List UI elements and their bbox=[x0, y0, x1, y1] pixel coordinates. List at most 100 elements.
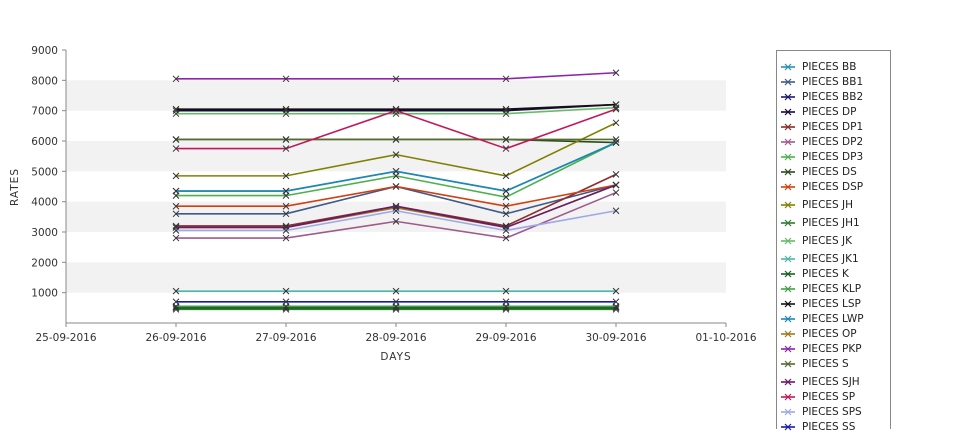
grid-band bbox=[66, 80, 726, 111]
data-point bbox=[502, 75, 510, 83]
legend-marker bbox=[781, 76, 795, 88]
data-point bbox=[172, 75, 180, 83]
legend-label: PIECES DP1 bbox=[802, 120, 864, 133]
legend-label: PIECES LWP bbox=[802, 312, 864, 325]
legend-marker bbox=[781, 217, 795, 229]
data-point bbox=[172, 227, 180, 234]
data-point bbox=[172, 145, 180, 152]
data-point bbox=[392, 207, 400, 215]
legend-item: PIECES KLP bbox=[781, 281, 861, 296]
legend-item: PIECES JH1 bbox=[781, 215, 860, 230]
x-ticks: 25-09-2016 26-09-2016 27-09-2016 28-09-2016… bbox=[35, 323, 757, 344]
legend-item: PIECES JK bbox=[781, 233, 852, 248]
legend-label: PIECES JK1 bbox=[802, 252, 859, 265]
x-tick-label: 26-09-2016 bbox=[145, 332, 206, 344]
legend-label: PIECES DSP bbox=[802, 180, 864, 193]
legend-marker bbox=[781, 298, 795, 310]
data-point bbox=[612, 171, 620, 178]
series-pieces-jk1 bbox=[172, 287, 620, 295]
x-tick-label: 30-09-2016 bbox=[585, 332, 646, 344]
legend-label: PIECES BB2 bbox=[802, 90, 864, 103]
legend-marker bbox=[781, 328, 795, 340]
data-point bbox=[612, 189, 620, 196]
data-point bbox=[612, 287, 620, 295]
legend-item: PIECES BB bbox=[781, 59, 856, 74]
data-point bbox=[502, 193, 510, 201]
legend-marker bbox=[781, 391, 795, 403]
y-tick-label: 5000 bbox=[31, 166, 58, 178]
legend-marker bbox=[781, 421, 795, 433]
data-point bbox=[502, 234, 510, 242]
legend-item: PIECES SPS bbox=[781, 404, 862, 419]
data-point bbox=[282, 172, 290, 180]
data-point bbox=[282, 202, 290, 210]
data-point bbox=[392, 183, 400, 190]
data-point bbox=[282, 105, 290, 113]
data-point bbox=[282, 75, 290, 83]
data-point bbox=[282, 136, 290, 143]
legend-label: PIECES BB bbox=[802, 60, 857, 73]
data-point bbox=[172, 298, 180, 306]
legend-item: PIECES DP bbox=[781, 104, 856, 119]
data-point bbox=[392, 151, 400, 159]
data-point bbox=[392, 204, 400, 212]
data-point bbox=[612, 181, 620, 189]
legend-item: PIECES PKP bbox=[781, 341, 862, 356]
series-pieces-jh bbox=[172, 119, 620, 180]
legend-label: PIECES KLP bbox=[802, 282, 862, 295]
series-pieces-pkp bbox=[172, 69, 620, 83]
data-point bbox=[502, 172, 510, 180]
legend-marker bbox=[781, 61, 795, 73]
series-lines bbox=[172, 69, 620, 313]
data-point bbox=[612, 207, 620, 215]
y-ticks: 1000 2000 3000 4000 5000 6000 7000 8000 9000 bbox=[31, 45, 66, 300]
x-tick-label: 28-09-2016 bbox=[365, 332, 426, 344]
legend-label: PIECES SS bbox=[802, 420, 856, 433]
series-pieces-lsp bbox=[172, 101, 620, 113]
data-point bbox=[172, 187, 180, 195]
legend-item: PIECES SJH bbox=[781, 374, 860, 389]
x-tick-label: 29-09-2016 bbox=[475, 332, 536, 344]
data-point bbox=[282, 287, 290, 295]
y-tick-label: 1000 bbox=[31, 288, 58, 300]
x-tick-label: 25-09-2016 bbox=[35, 332, 96, 344]
data-point bbox=[172, 287, 180, 295]
legend-item: PIECES DP1 bbox=[781, 119, 863, 134]
data-point bbox=[172, 234, 180, 242]
legend-marker bbox=[781, 343, 795, 355]
legend-label: PIECES S bbox=[802, 357, 849, 370]
legend-item: PIECES DP2 bbox=[781, 134, 863, 149]
data-point bbox=[612, 69, 620, 77]
y-tick-label: 9000 bbox=[31, 45, 58, 57]
legend-marker bbox=[781, 166, 795, 178]
legend-item: PIECES K bbox=[781, 266, 849, 281]
data-point bbox=[172, 172, 180, 180]
legend-label: PIECES SP bbox=[802, 390, 856, 403]
legend-label: PIECES DP3 bbox=[802, 150, 864, 163]
legend-marker bbox=[781, 268, 795, 280]
data-point bbox=[282, 187, 290, 195]
legend-label: PIECES BB1 bbox=[802, 75, 864, 88]
data-point bbox=[612, 105, 620, 113]
legend-item: PIECES JK1 bbox=[781, 251, 859, 266]
series-pieces-lwp bbox=[172, 139, 620, 195]
y-tick-label: 6000 bbox=[31, 136, 58, 148]
data-point bbox=[502, 136, 510, 143]
series-pieces-ss bbox=[172, 298, 620, 306]
data-point bbox=[392, 75, 400, 83]
data-point bbox=[612, 136, 620, 143]
legend-label: PIECES JH1 bbox=[802, 216, 860, 229]
legend-marker bbox=[781, 121, 795, 133]
data-point bbox=[172, 202, 180, 210]
data-point bbox=[392, 218, 400, 225]
data-point bbox=[502, 287, 510, 295]
data-point bbox=[392, 136, 400, 143]
legend-marker bbox=[781, 151, 795, 163]
x-tick-label: 01-10-2016 bbox=[695, 332, 756, 344]
legend-label: PIECES SJH bbox=[802, 375, 860, 388]
legend-item: PIECES JH bbox=[781, 197, 853, 212]
legend-item: PIECES BB2 bbox=[781, 89, 863, 104]
legend-label: PIECES JK bbox=[802, 234, 853, 247]
legend-item: PIECES BB1 bbox=[781, 74, 863, 89]
series-pieces-s bbox=[172, 136, 620, 143]
